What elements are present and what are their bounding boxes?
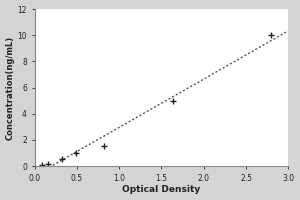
Y-axis label: Concentration(ng/mL): Concentration(ng/mL) [6,35,15,140]
X-axis label: Optical Density: Optical Density [122,185,201,194]
